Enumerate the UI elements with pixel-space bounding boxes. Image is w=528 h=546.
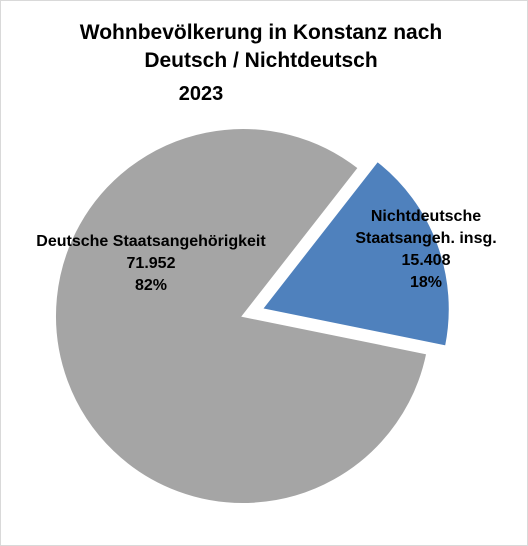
value-label: 71.952: [126, 255, 176, 272]
chart-title: Wohnbevölkerung in Konstanz nach Deutsch…: [79, 21, 443, 72]
percent-label: 82%: [134, 277, 168, 294]
category-label: Deutsche Staatsangehörigkeit: [36, 233, 266, 250]
slice-label: Deutsche Staatsangehörigkeit 71.952 82%: [36, 231, 266, 297]
pie-slice: [54, 127, 429, 505]
value-label: 15.408: [401, 252, 451, 269]
chart-subtitle: 2023: [178, 83, 224, 105]
category-label: Nichtdeutsche Staatsangeh. insg.: [355, 208, 497, 247]
slice-label: Nichtdeutsche Staatsangeh. insg. 15.408 18…: [351, 206, 501, 294]
percent-label: 18%: [409, 274, 443, 291]
pie-slice: [259, 159, 451, 348]
